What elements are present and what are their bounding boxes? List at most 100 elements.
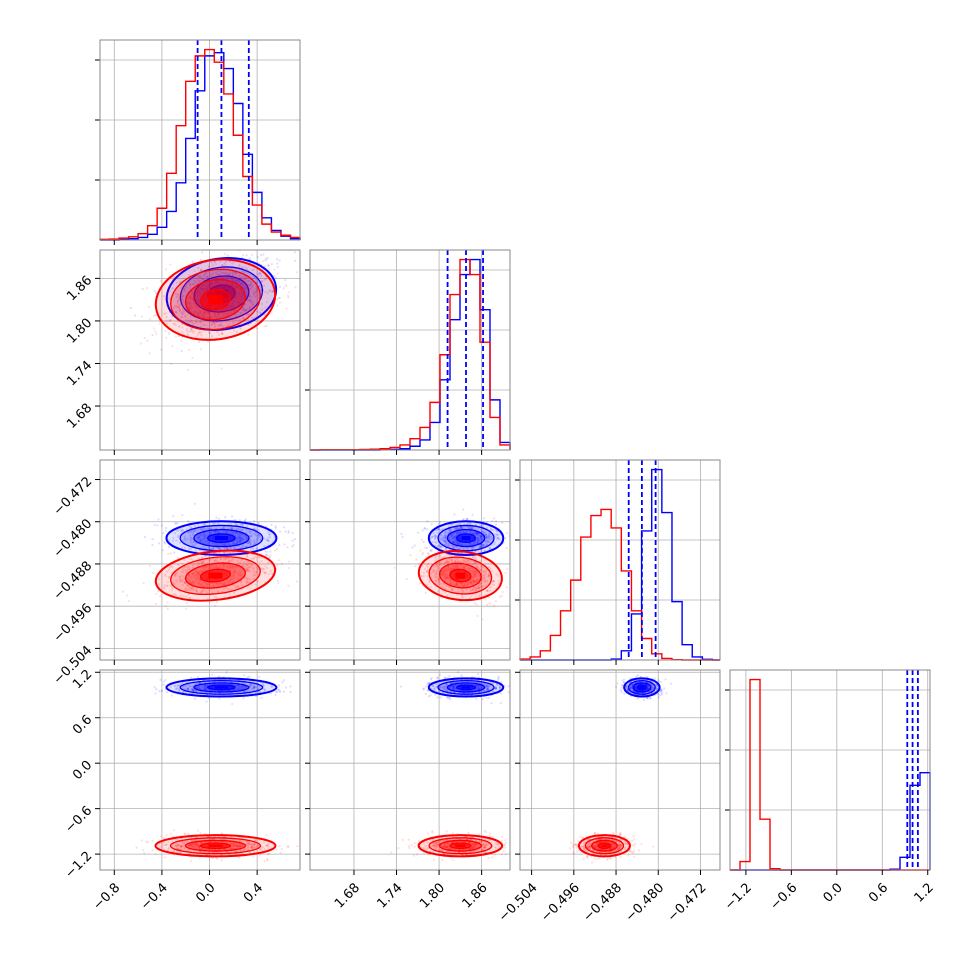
sample-point [493, 543, 496, 546]
sample-point [206, 310, 209, 313]
sample-point [206, 591, 209, 595]
sample-point [231, 543, 234, 546]
sample-point [239, 528, 243, 531]
sample-point [453, 535, 457, 538]
sample-point [485, 536, 488, 539]
sample-point [476, 536, 479, 540]
sample-point [232, 541, 235, 544]
sample-point [194, 291, 198, 294]
sample-point [178, 575, 181, 578]
sample-point [475, 565, 478, 568]
histogram-series_b-3 [730, 678, 930, 871]
sample-point [246, 577, 249, 580]
sample-point [168, 320, 171, 323]
sample-point [479, 535, 482, 538]
sample-point [246, 580, 249, 583]
sample-point [165, 304, 169, 307]
sample-point [426, 520, 429, 523]
sample-point [237, 561, 240, 564]
sample-point [200, 562, 203, 566]
sample-point [224, 542, 227, 545]
sample-point [491, 579, 495, 582]
sample-point [476, 533, 480, 536]
sample-point [226, 547, 229, 550]
sample-point [451, 540, 455, 544]
sample-point [230, 532, 233, 535]
sample-point [174, 593, 177, 596]
sample-point [249, 300, 252, 303]
sample-point [189, 580, 192, 583]
sample-point [443, 540, 446, 543]
sample-point [227, 305, 230, 308]
sample-point [205, 541, 208, 544]
sample-point [180, 316, 183, 319]
sample-point [468, 567, 472, 570]
sample-point [148, 318, 151, 321]
sample-point [232, 592, 235, 595]
sample-point [481, 577, 484, 580]
sample-point [239, 523, 242, 527]
sample-point [197, 582, 201, 585]
sample-point [472, 593, 475, 596]
sample-point [226, 308, 229, 311]
sample-point [224, 583, 227, 586]
sample-point [213, 595, 217, 598]
sample-point [171, 586, 174, 590]
sample-point [484, 579, 487, 582]
sample-point [444, 569, 447, 572]
sample-point [474, 561, 478, 564]
sample-point [489, 535, 493, 539]
sample-point [173, 573, 176, 576]
sample-point [444, 578, 447, 582]
sample-point [152, 314, 156, 317]
sample-point [177, 324, 180, 328]
sample-point [241, 523, 244, 526]
sample-point [225, 318, 229, 321]
sample-point [200, 533, 203, 537]
sample-point [168, 539, 171, 542]
sample-point [456, 541, 459, 544]
sample-point [238, 287, 242, 291]
sample-point [192, 588, 195, 591]
sample-point [425, 570, 429, 573]
sample-point [185, 571, 188, 574]
sample-point [240, 523, 243, 526]
sample-point [215, 319, 218, 322]
sample-point [231, 283, 234, 286]
sample-point [190, 329, 193, 332]
sample-point [240, 528, 244, 531]
sample-point [450, 558, 453, 561]
sample-point [443, 574, 446, 577]
sample-point [234, 531, 237, 534]
sample-point [239, 311, 242, 314]
sample-point [190, 526, 193, 529]
sample-point [289, 690, 292, 694]
sample-point [288, 560, 291, 563]
sample-point [479, 568, 482, 572]
sample-point [456, 563, 459, 566]
sample-point [274, 276, 277, 279]
sample-point [275, 547, 278, 551]
sample-point [274, 525, 277, 528]
sample-point [193, 311, 196, 314]
sample-point [227, 318, 230, 321]
sample-point [222, 308, 225, 311]
sample-point [247, 569, 250, 573]
sample-point [179, 577, 182, 581]
sample-point [450, 588, 453, 592]
sample-point [234, 292, 238, 295]
sample-point [266, 539, 269, 542]
sample-point [434, 563, 438, 566]
sample-point [479, 537, 483, 540]
sample-point [186, 560, 190, 563]
sample-point [241, 253, 245, 257]
sample-point [208, 332, 211, 335]
sample-point [241, 293, 244, 296]
sample-point [252, 566, 255, 570]
sample-point [264, 305, 267, 309]
sample-point [195, 529, 198, 532]
sample-point [235, 280, 238, 283]
sample-point [196, 536, 200, 540]
sample-point [400, 532, 403, 535]
sample-point [267, 561, 270, 564]
